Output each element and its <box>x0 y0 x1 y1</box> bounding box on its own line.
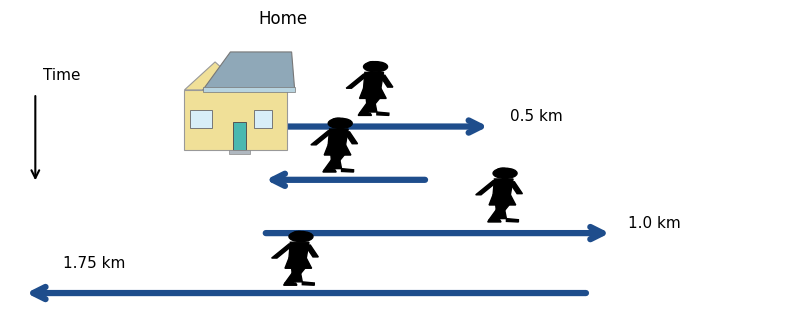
Polygon shape <box>289 242 309 258</box>
Polygon shape <box>184 62 246 90</box>
FancyBboxPatch shape <box>189 110 212 128</box>
Polygon shape <box>506 218 518 222</box>
Text: 1.75 km: 1.75 km <box>63 255 125 271</box>
Polygon shape <box>493 179 513 195</box>
FancyBboxPatch shape <box>184 90 287 150</box>
Polygon shape <box>285 268 305 283</box>
Polygon shape <box>363 72 384 88</box>
Polygon shape <box>489 195 516 205</box>
Polygon shape <box>311 131 334 145</box>
Polygon shape <box>328 129 349 145</box>
Polygon shape <box>324 145 351 155</box>
Circle shape <box>328 118 352 129</box>
Polygon shape <box>360 99 380 113</box>
Polygon shape <box>283 283 297 285</box>
Polygon shape <box>341 168 353 172</box>
Polygon shape <box>331 155 341 168</box>
Circle shape <box>293 231 304 236</box>
Polygon shape <box>377 112 389 116</box>
Text: 1.0 km: 1.0 km <box>628 215 681 231</box>
Text: 0.5 km: 0.5 km <box>510 109 563 124</box>
Polygon shape <box>496 205 506 218</box>
Polygon shape <box>509 182 523 194</box>
Polygon shape <box>360 88 386 99</box>
Polygon shape <box>203 52 294 90</box>
Text: Time: Time <box>43 68 81 83</box>
Polygon shape <box>380 75 392 87</box>
Polygon shape <box>487 220 501 222</box>
Circle shape <box>363 62 388 72</box>
Polygon shape <box>292 268 302 282</box>
Circle shape <box>289 231 313 242</box>
FancyBboxPatch shape <box>254 110 272 128</box>
Circle shape <box>367 62 378 66</box>
FancyBboxPatch shape <box>229 150 250 154</box>
Polygon shape <box>358 113 371 116</box>
FancyBboxPatch shape <box>203 88 294 92</box>
Polygon shape <box>476 180 498 195</box>
Circle shape <box>332 118 343 123</box>
Text: Home: Home <box>258 10 307 28</box>
Circle shape <box>493 168 517 178</box>
Polygon shape <box>324 155 344 170</box>
Polygon shape <box>272 244 294 258</box>
FancyBboxPatch shape <box>233 122 246 150</box>
Polygon shape <box>323 170 336 172</box>
Circle shape <box>497 168 508 173</box>
Polygon shape <box>346 74 369 88</box>
Polygon shape <box>285 258 312 268</box>
Polygon shape <box>305 245 319 257</box>
Polygon shape <box>302 282 314 285</box>
Polygon shape <box>489 205 509 220</box>
Polygon shape <box>344 132 357 144</box>
Polygon shape <box>366 99 377 112</box>
